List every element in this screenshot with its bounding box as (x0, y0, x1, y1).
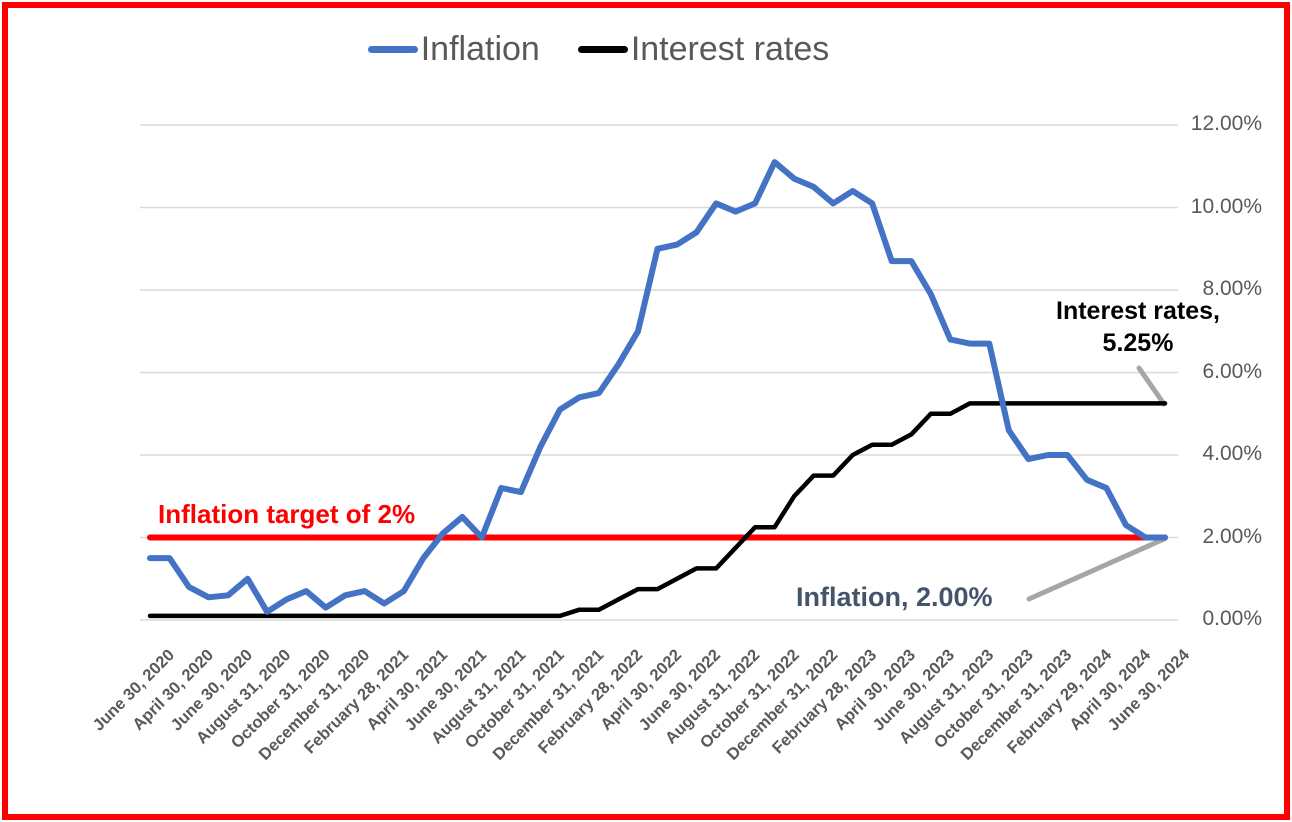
legend-label-interest-rates: Interest rates (630, 30, 830, 68)
legend-label-inflation: Inflation (420, 30, 540, 68)
legend-item-interest-rates: Interest rates (577, 30, 830, 69)
y-axis-tick-label: 6.00% (1202, 359, 1262, 383)
gridlines (140, 124, 1178, 621)
y-axis-tick-label: 0.00% (1202, 607, 1262, 630)
legend-item-inflation: Inflation (367, 30, 540, 69)
inflation-target-label: Inflation target of 2% (158, 499, 416, 529)
y-axis-tick-label: 12.00% (1190, 112, 1262, 135)
series-lines (147, 159, 1168, 619)
interest-rates-annotation-value: 5.25% (1102, 328, 1174, 357)
interest-annotation-leader-line (1136, 365, 1167, 407)
y-axis-tick-label: 2.00% (1202, 524, 1262, 548)
interest-rates-annotation-line1: Interest rates, (1056, 297, 1220, 325)
inflation-line (147, 159, 1168, 615)
interest-rates-line-marker-icon (577, 46, 628, 53)
leader-lines (1026, 365, 1167, 602)
interest-rates-line (147, 401, 1168, 619)
interest-rates-annotation: Interest rates, 5.25% (1038, 296, 1238, 359)
inflation-annotation: Inflation, 2.00% (796, 582, 993, 612)
inflation-annotation-leader-line (1026, 536, 1167, 602)
y-axis-tick-label: 8.00% (1202, 277, 1262, 300)
y-axis-tick-label: 4.00% (1202, 442, 1262, 465)
y-axis-tick-label: 10.00% (1190, 194, 1262, 218)
chart-legend: Inflation Interest rates (0, 30, 1292, 69)
inflation-line-marker-icon (367, 46, 418, 53)
